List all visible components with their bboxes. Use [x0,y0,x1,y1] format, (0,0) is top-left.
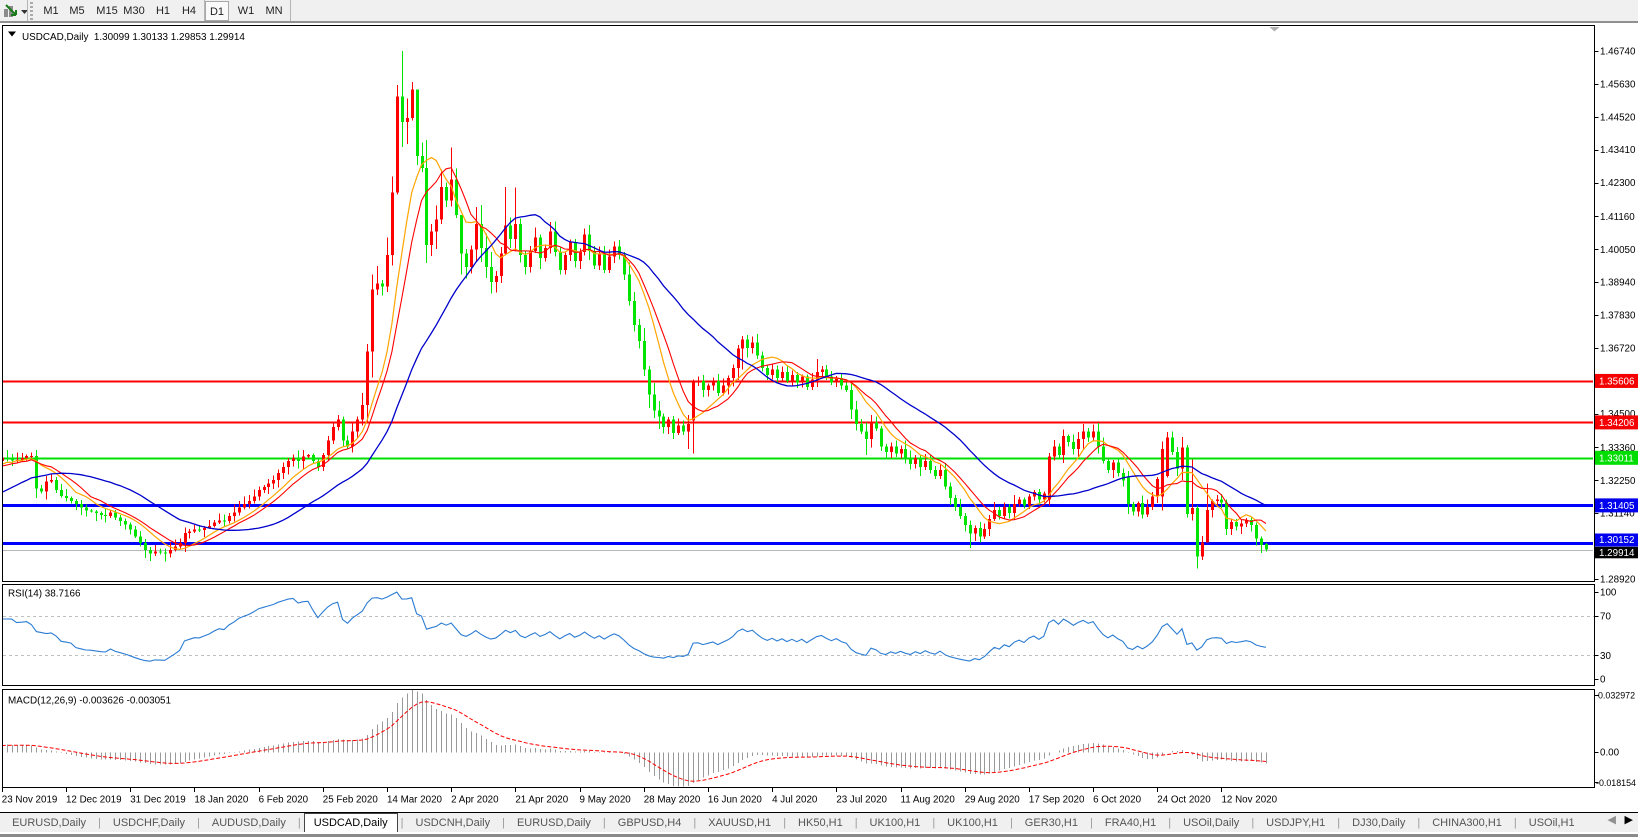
svg-text:1.35606: 1.35606 [1599,376,1635,387]
svg-text:18 Jan 2020: 18 Jan 2020 [194,794,248,805]
svg-text:11 Aug 2020: 11 Aug 2020 [901,794,956,805]
svg-text:1.43410: 1.43410 [1600,145,1636,156]
svg-text:1.45630: 1.45630 [1600,79,1636,90]
svg-text:0: 0 [1600,674,1606,685]
svg-text:25 Feb 2020: 25 Feb 2020 [323,794,379,805]
svg-text:1.28920: 1.28920 [1600,575,1636,586]
svg-text:1.31140: 1.31140 [1600,509,1635,520]
svg-text:2 Apr 2020: 2 Apr 2020 [451,794,499,805]
svg-text:4 Jul 2020: 4 Jul 2020 [772,794,818,805]
svg-text:RSI(14) 38.7166: RSI(14) 38.7166 [8,588,81,599]
svg-text:USDCAD,Daily 1.30099 1.30133: USDCAD,Daily 1.30099 1.30133 1.29853 1.2… [22,32,245,43]
svg-text:23 Jul 2020: 23 Jul 2020 [836,794,887,805]
svg-text:12 Dec 2019: 12 Dec 2019 [66,794,122,805]
svg-text:9 May 2020: 9 May 2020 [580,794,632,805]
svg-text:6 Feb 2020: 6 Feb 2020 [259,794,309,805]
svg-text:MACD(12,26,9) -0.003626 -0.003: MACD(12,26,9) -0.003626 -0.003051 [8,695,172,706]
svg-text:21 Apr 2020: 21 Apr 2020 [515,794,568,805]
svg-text:1.29914: 1.29914 [1599,548,1635,559]
svg-text:1.33360: 1.33360 [1600,443,1636,454]
svg-text:0.032972: 0.032972 [1598,691,1635,701]
svg-text:24 Oct 2020: 24 Oct 2020 [1157,794,1211,805]
svg-text:17 Sep 2020: 17 Sep 2020 [1029,794,1085,805]
svg-text:6 Oct 2020: 6 Oct 2020 [1093,794,1141,805]
svg-text:1.38940: 1.38940 [1600,278,1636,289]
svg-text:100: 100 [1600,588,1617,599]
svg-text:1.41160: 1.41160 [1600,212,1635,223]
svg-text:30: 30 [1600,651,1611,662]
svg-text:-0.018154: -0.018154 [1596,778,1636,788]
svg-text:14 Mar 2020: 14 Mar 2020 [387,794,443,805]
svg-text:70: 70 [1600,611,1611,622]
svg-text:1.32250: 1.32250 [1600,476,1636,487]
svg-text:16 Jun 2020: 16 Jun 2020 [708,794,762,805]
svg-text:1.44520: 1.44520 [1600,112,1636,123]
svg-text:12 Nov 2020: 12 Nov 2020 [1221,794,1277,805]
svg-text:28 May 2020: 28 May 2020 [644,794,701,805]
svg-text:1.34500: 1.34500 [1600,409,1636,420]
svg-text:1.42300: 1.42300 [1600,178,1636,189]
svg-text:29 Aug 2020: 29 Aug 2020 [965,794,1021,805]
svg-text:1.46740: 1.46740 [1600,47,1636,58]
svg-text:0.00: 0.00 [1600,748,1620,759]
svg-text:1.40050: 1.40050 [1600,245,1636,256]
svg-text:23 Nov 2019: 23 Nov 2019 [2,794,58,805]
svg-text:1.30152: 1.30152 [1599,535,1634,546]
svg-text:1.34206: 1.34206 [1599,418,1635,429]
svg-text:1.37830: 1.37830 [1600,311,1636,322]
svg-text:31 Dec 2019: 31 Dec 2019 [130,794,186,805]
svg-text:1.33011: 1.33011 [1599,453,1634,464]
svg-text:1.36720: 1.36720 [1600,343,1636,354]
svg-text:1.31405: 1.31405 [1599,501,1635,512]
